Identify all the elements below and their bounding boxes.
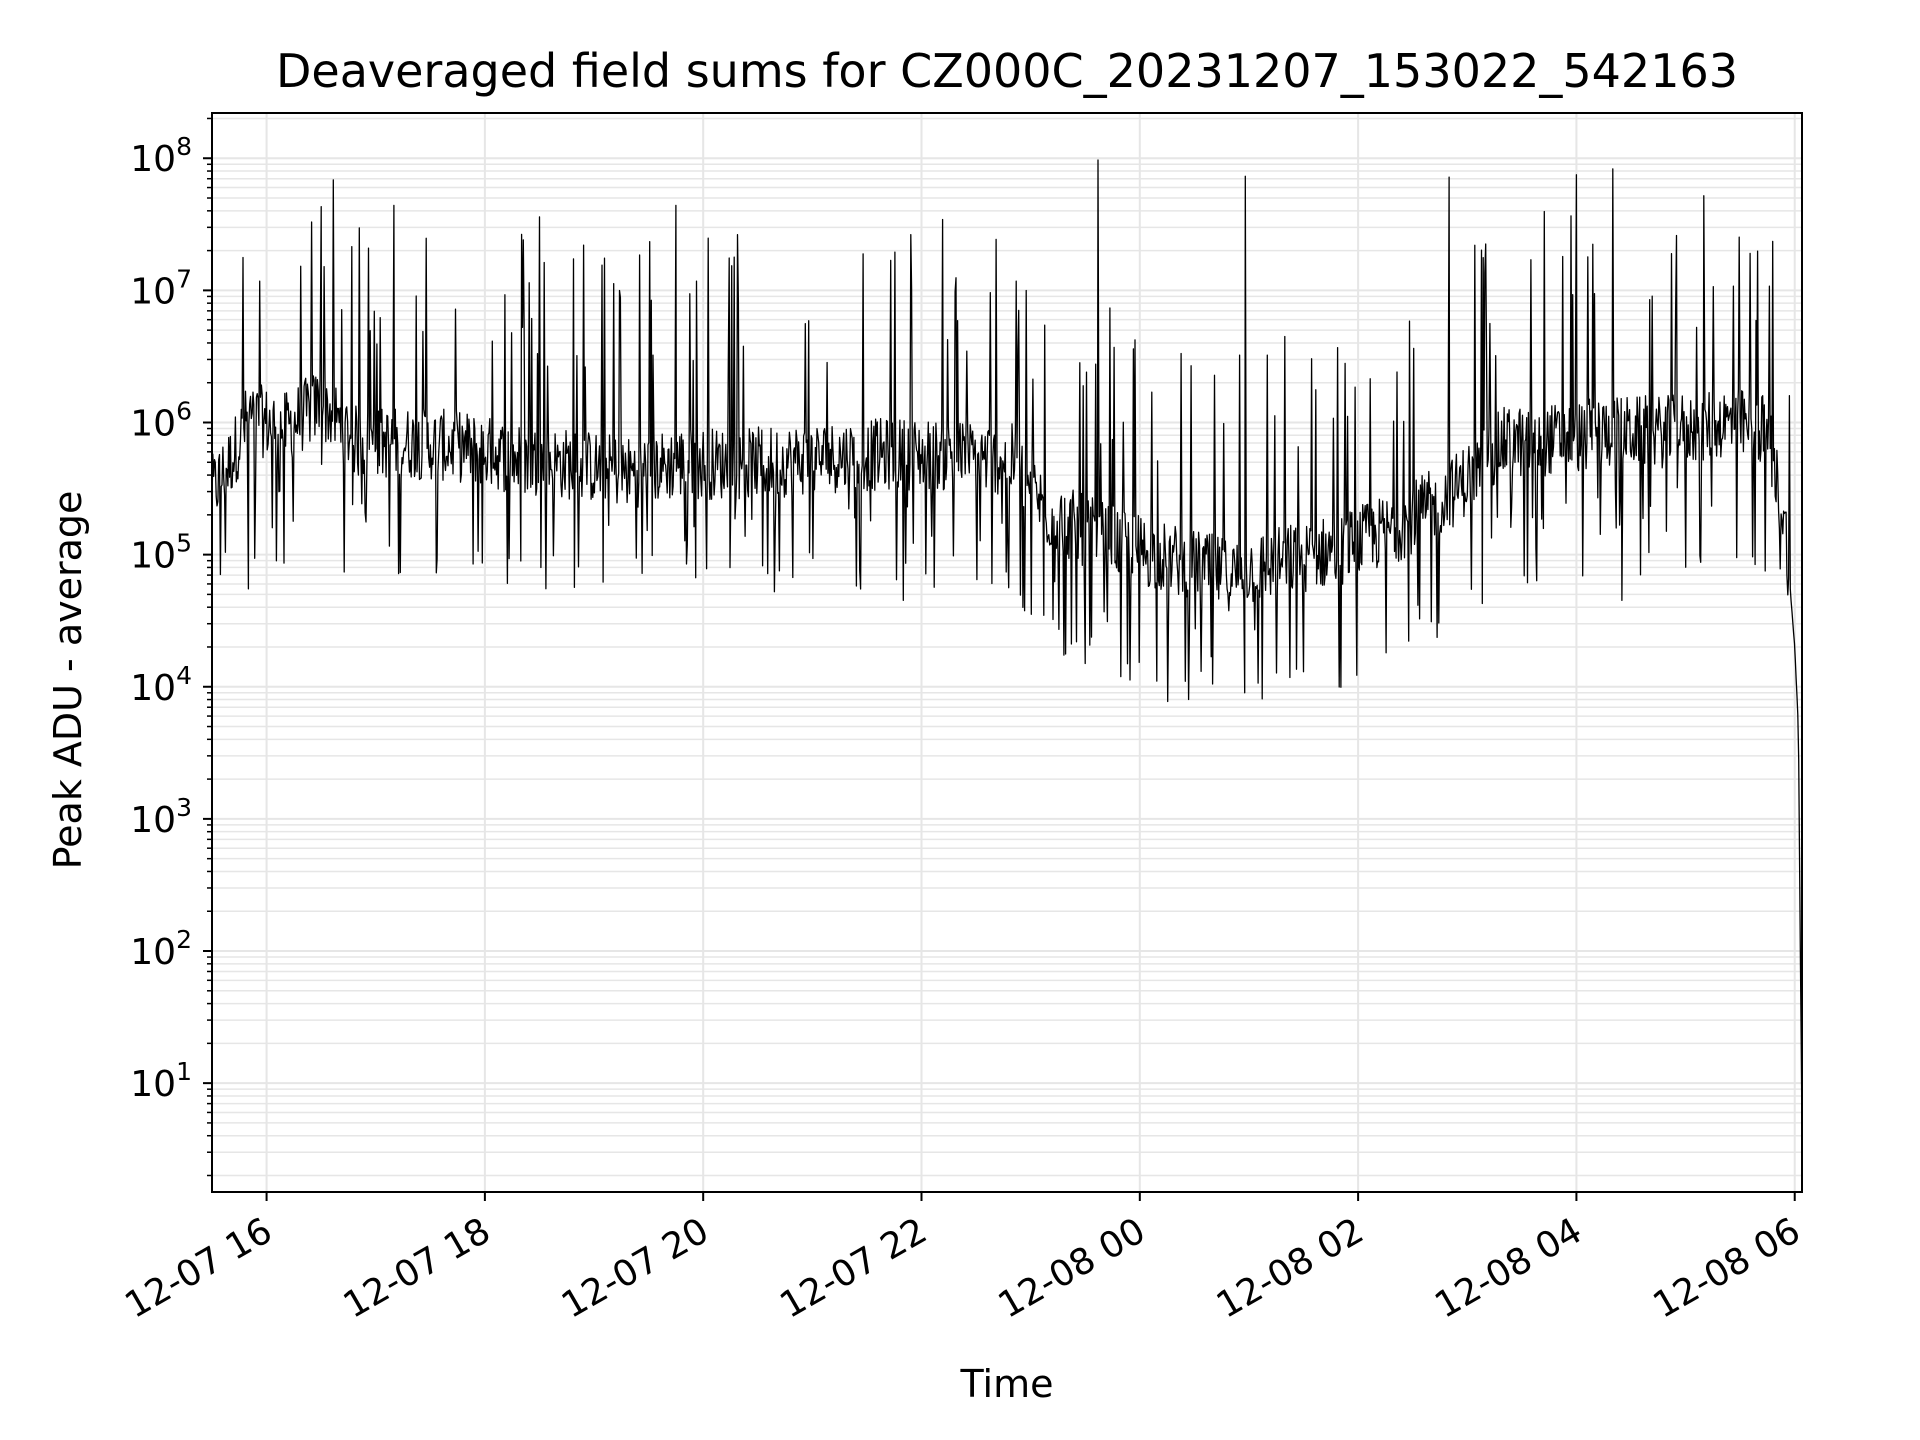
x-axis-label: Time [960, 1362, 1054, 1406]
x-tick-label: 12-08 04 [1428, 1210, 1589, 1326]
y-tick-label: 107 [130, 264, 192, 312]
y-tick-label: 104 [130, 661, 192, 709]
y-tick-label: 108 [130, 132, 192, 180]
y-tick-label: 101 [130, 1057, 192, 1105]
x-tick-label: 12-08 02 [1210, 1210, 1371, 1326]
x-tick-label: 12-07 16 [118, 1210, 279, 1326]
x-tick-label: 12-07 22 [773, 1210, 934, 1326]
axes: 101 102 103 104 105 106 107 108 12-07 16 12-07 18… [118, 112, 1808, 1327]
x-tick-label: 12-07 18 [337, 1210, 498, 1326]
y-tick-label: 103 [130, 793, 192, 841]
y-tick-label: 106 [130, 396, 192, 444]
y-tick-label: 102 [130, 925, 192, 973]
chart-title: Deaveraged field sums for CZ000C_2023120… [275, 44, 1738, 98]
series-line [211, 159, 1803, 1136]
x-tick-label: 12-07 20 [555, 1210, 716, 1326]
axes-frame [211, 112, 1803, 1193]
y-tick-label: 105 [130, 529, 192, 577]
x-tick-label: 12-08 00 [992, 1210, 1153, 1326]
series-layer [211, 159, 1803, 1136]
grid [212, 113, 1802, 1192]
x-tick-label: 12-08 06 [1647, 1210, 1808, 1326]
